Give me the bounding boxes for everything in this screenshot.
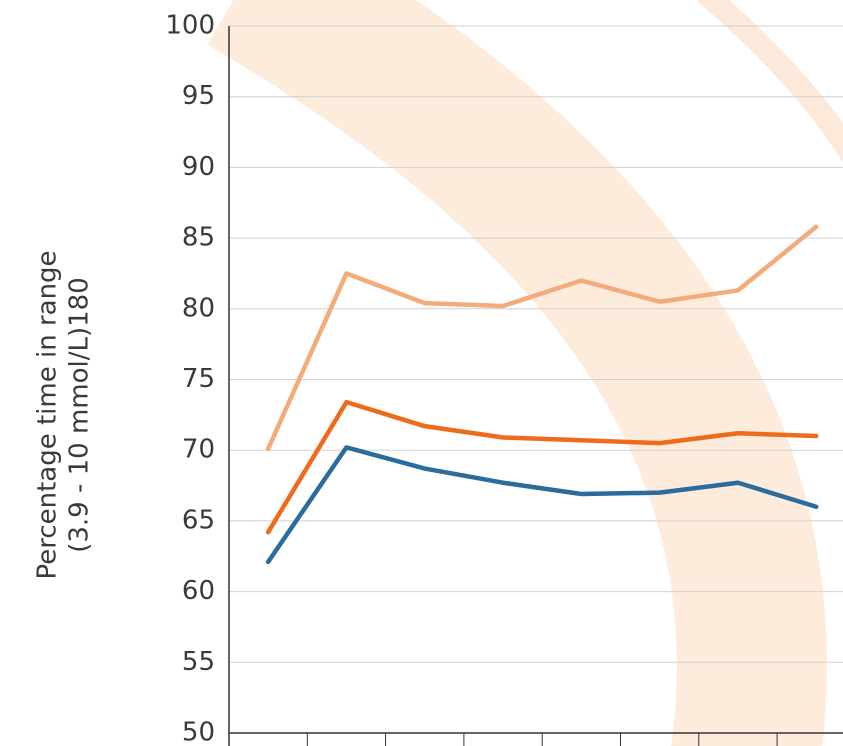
- y-tick-label: 50: [182, 718, 215, 746]
- y-tick-label: 85: [182, 223, 215, 253]
- y-tick-label: 60: [182, 576, 215, 606]
- y-axis-title: Percentage time in range (3.9 - 10 mmol/…: [33, 250, 95, 579]
- y-tick-label: 65: [182, 505, 215, 535]
- y-axis-title-line: Percentage time in range: [33, 250, 63, 579]
- y-tick-label: 75: [182, 364, 215, 394]
- y-tick-label: 90: [182, 152, 215, 182]
- y-tick-label: 95: [182, 81, 215, 111]
- y-tick-label: 100: [165, 11, 215, 41]
- y-tick-label: 80: [182, 293, 215, 323]
- y-tick-label: 70: [182, 435, 215, 465]
- y-tick-label: 55: [182, 647, 215, 677]
- y-axis-title-line: (3.9 - 10 mmol/L)180: [65, 277, 95, 553]
- chart: 50 55 60 65 70 75 80 85 90 95 100 Percentage time …: [0, 0, 843, 746]
- background-decoration: [245, 0, 843, 746]
